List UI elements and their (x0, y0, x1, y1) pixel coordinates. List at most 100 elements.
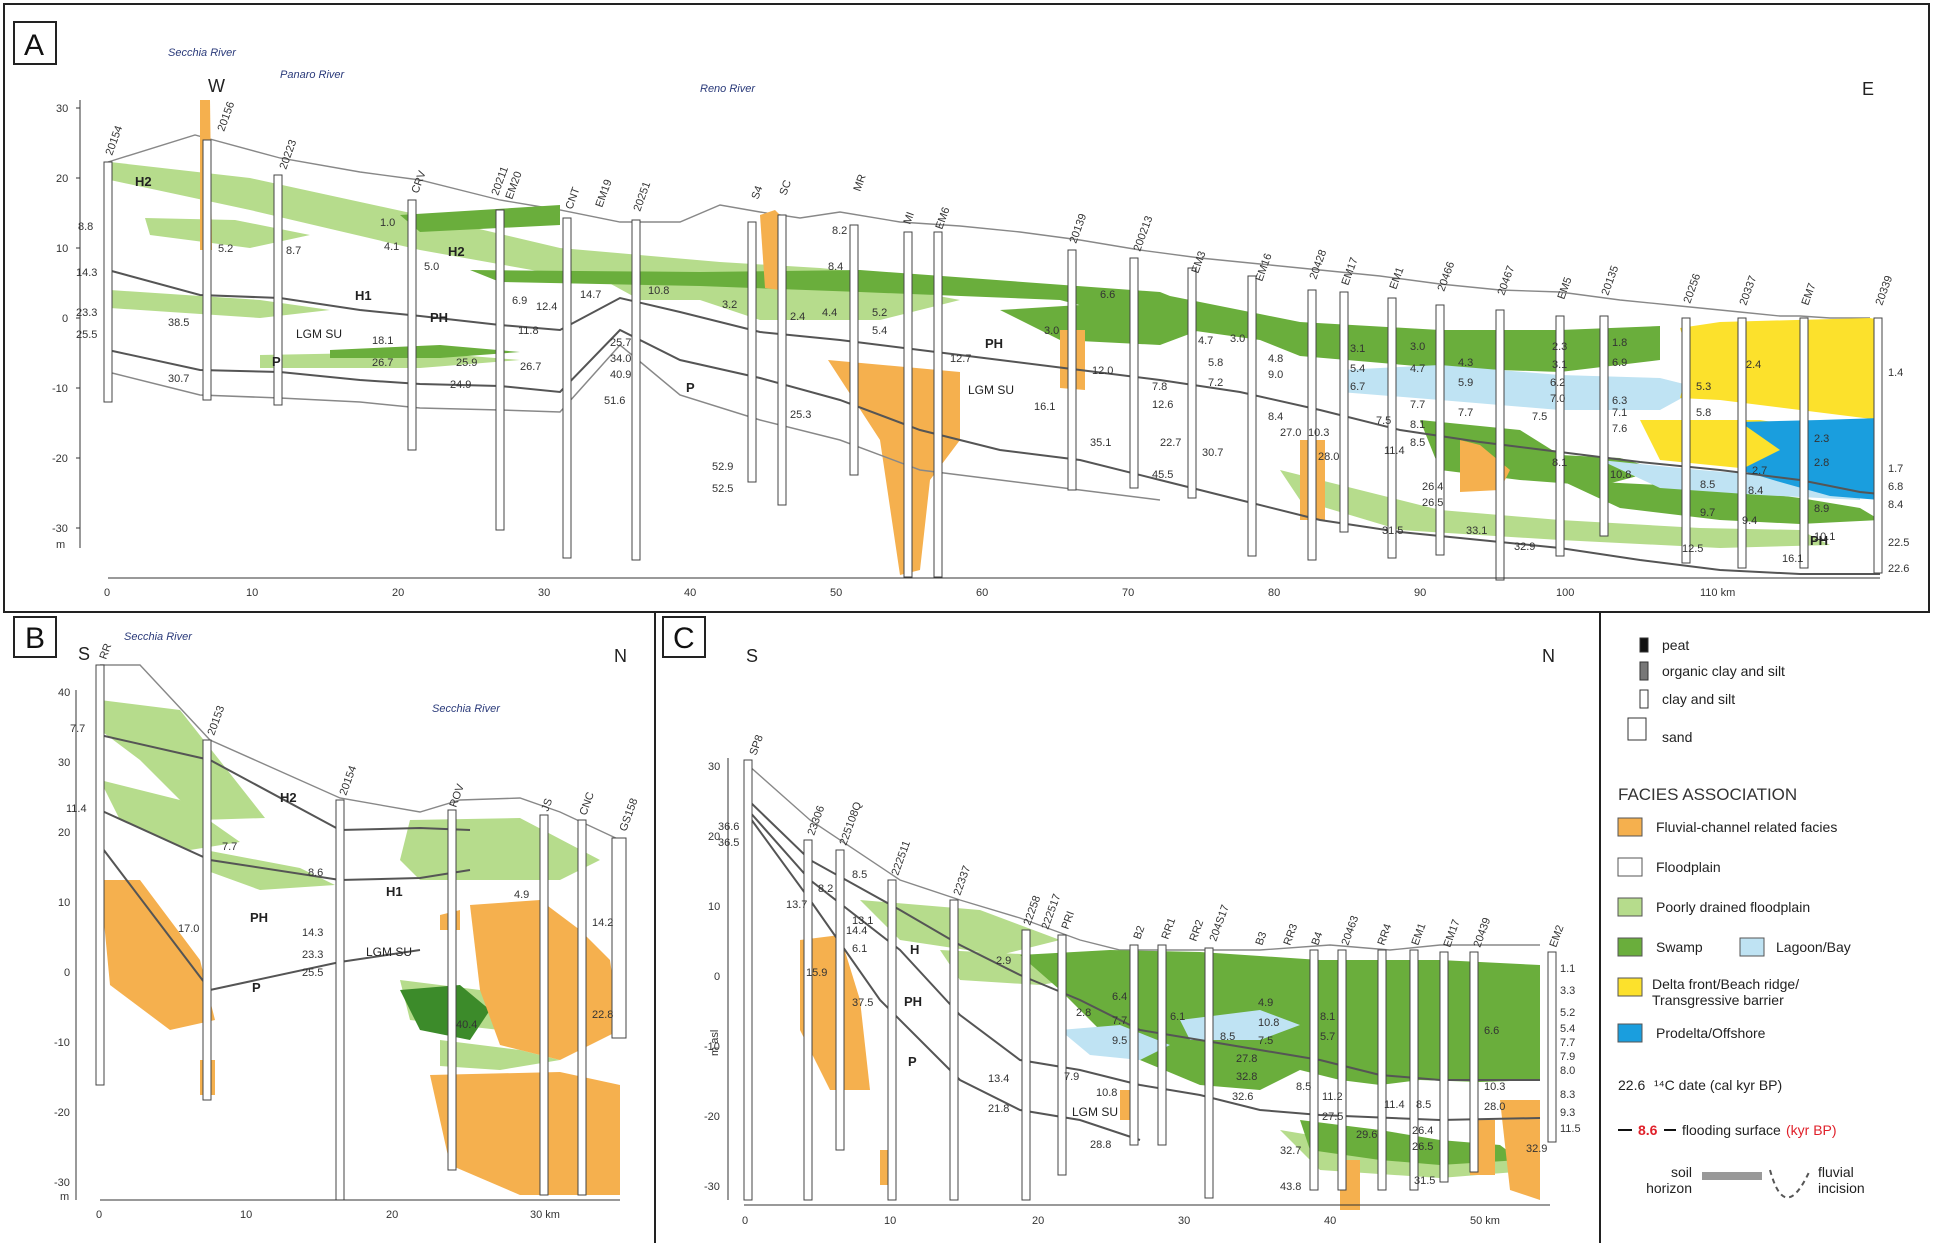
date-label: 8.5 (1416, 1099, 1431, 1111)
y-tick: 30 (56, 103, 68, 115)
x-tick: 90 (1414, 587, 1426, 599)
date-label: 8.9 (1814, 503, 1829, 515)
date-label: 32.9 (1514, 541, 1535, 553)
date-label: 17.0 (178, 923, 199, 935)
legend-facies-delta: Delta front/Beach ridge/ Transgressive b… (1652, 976, 1800, 1008)
date-label: 13.4 (988, 1073, 1009, 1085)
date-label: 36.5 (718, 837, 739, 849)
date-label: 8.4 (1268, 411, 1283, 423)
date-label: 8.1 (1320, 1011, 1335, 1023)
date-label: 10.8 (648, 285, 669, 297)
y-tick: 20 (56, 173, 68, 185)
y-tick: -30 (54, 1177, 70, 1189)
y-tick: 20 (58, 827, 70, 839)
date-label: 15.9 (806, 967, 827, 979)
date-label: 10.8 (1096, 1087, 1117, 1099)
x-tick: 60 (976, 587, 988, 599)
date-label: 5.8 (1696, 407, 1711, 419)
unit-label: H2 (448, 244, 465, 259)
borehole-label: B4 (1310, 930, 1326, 947)
panel-b-section (75, 664, 627, 1201)
x-tick: 10 (884, 1215, 896, 1227)
date-label: 18.1 (372, 335, 393, 347)
date-label: 5.8 (1208, 357, 1223, 369)
date-label: 26.7 (520, 361, 541, 373)
date-label: 8.1 (1552, 457, 1567, 469)
date-label: 8.5 (852, 869, 867, 881)
y-tick: 20 (708, 831, 720, 843)
date-label: 3.0 (1044, 325, 1059, 337)
date-label: 2.8 (1076, 1007, 1091, 1019)
date-label: 10.8 (1258, 1017, 1279, 1029)
date-label: 2.4 (1746, 359, 1761, 371)
date-label: 11.4 (1384, 445, 1405, 457)
y-unit: m (60, 1191, 69, 1203)
date-label: 11.4 (1384, 1099, 1405, 1111)
date-label: 36.6 (718, 821, 739, 833)
date-label: 29.6 (1356, 1129, 1377, 1141)
unit-label: PH (1810, 533, 1828, 548)
date-label: 4.8 (1268, 353, 1283, 365)
legend-lithology-organic: organic clay and silt (1662, 663, 1785, 679)
date-label: 25.5 (302, 967, 323, 979)
legend-incision-label: fluvial incision (1818, 1164, 1865, 1196)
date-label: 26.7 (372, 357, 393, 369)
date-label: 6.8 (1888, 481, 1903, 493)
date-label: 8.7 (286, 245, 301, 257)
borehole-label: B3 (1254, 930, 1270, 947)
date-label: 16.1 (1782, 553, 1803, 565)
x-tick: 0 (742, 1215, 748, 1227)
date-label: 4.9 (1258, 997, 1273, 1009)
legend-date-value: 22.6 (1618, 1077, 1645, 1093)
date-label: 1.1 (1560, 963, 1575, 975)
date-label: 32.6 (1232, 1091, 1253, 1103)
river-label: Secchia River (432, 703, 501, 715)
legend-lithology-peat: peat (1662, 637, 1689, 653)
date-label: 2.8 (1814, 457, 1829, 469)
legend-flood-value: 8.6 (1638, 1122, 1658, 1138)
unit-label: P (252, 980, 261, 995)
y-tick: 0 (64, 967, 70, 979)
date-label: 12.4 (536, 301, 557, 313)
date-label: 6.1 (852, 943, 867, 955)
date-label: 26.4 (1422, 481, 1443, 493)
panel-b-dir-right: N (614, 646, 627, 666)
date-label: 8.4 (828, 261, 843, 273)
date-label: 40.9 (610, 369, 631, 381)
y-tick: -20 (704, 1111, 720, 1123)
date-label: 30.7 (168, 373, 189, 385)
unit-label: PH (904, 994, 922, 1009)
panel-a-section (76, 100, 1883, 581)
y-tick: 0 (714, 971, 720, 983)
date-label: 14.3 (76, 267, 97, 279)
date-label: 6.7 (1350, 381, 1365, 393)
date-label: 1.8 (1612, 337, 1627, 349)
y-tick: 10 (56, 243, 68, 255)
date-label: 2.3 (1552, 341, 1567, 353)
date-label: 7.7 (1410, 399, 1425, 411)
date-label: 3.2 (722, 299, 737, 311)
date-label: 27.0 (1280, 427, 1301, 439)
date-label: 1.0 (380, 217, 395, 229)
unit-label: LGM SU (968, 383, 1014, 397)
date-label: 5.4 (1350, 363, 1365, 375)
borehole-label: JS (540, 797, 556, 813)
legend-facies-poorly-drained: Poorly drained floodplain (1656, 899, 1810, 915)
date-label: 22.6 (1888, 563, 1909, 575)
x-tick: 40 (684, 587, 696, 599)
date-label: 7.7 (1112, 1015, 1127, 1027)
date-label: 6.4 (1112, 991, 1127, 1003)
date-label: 6.6 (1484, 1025, 1499, 1037)
date-label: 16.1 (1034, 401, 1055, 413)
date-label: 9.0 (1268, 369, 1283, 381)
river-label: Secchia River (168, 47, 237, 59)
date-label: 27.8 (1236, 1053, 1257, 1065)
date-label: 8.3 (1560, 1089, 1575, 1101)
unit-label: LGM SU (1072, 1105, 1118, 1119)
x-tick: 80 (1268, 587, 1280, 599)
y-tick: 10 (708, 901, 720, 913)
y-tick: 30 (708, 761, 720, 773)
legend-facies-title: FACIES ASSOCIATION (1618, 785, 1797, 804)
x-tick: 40 (1324, 1215, 1336, 1227)
